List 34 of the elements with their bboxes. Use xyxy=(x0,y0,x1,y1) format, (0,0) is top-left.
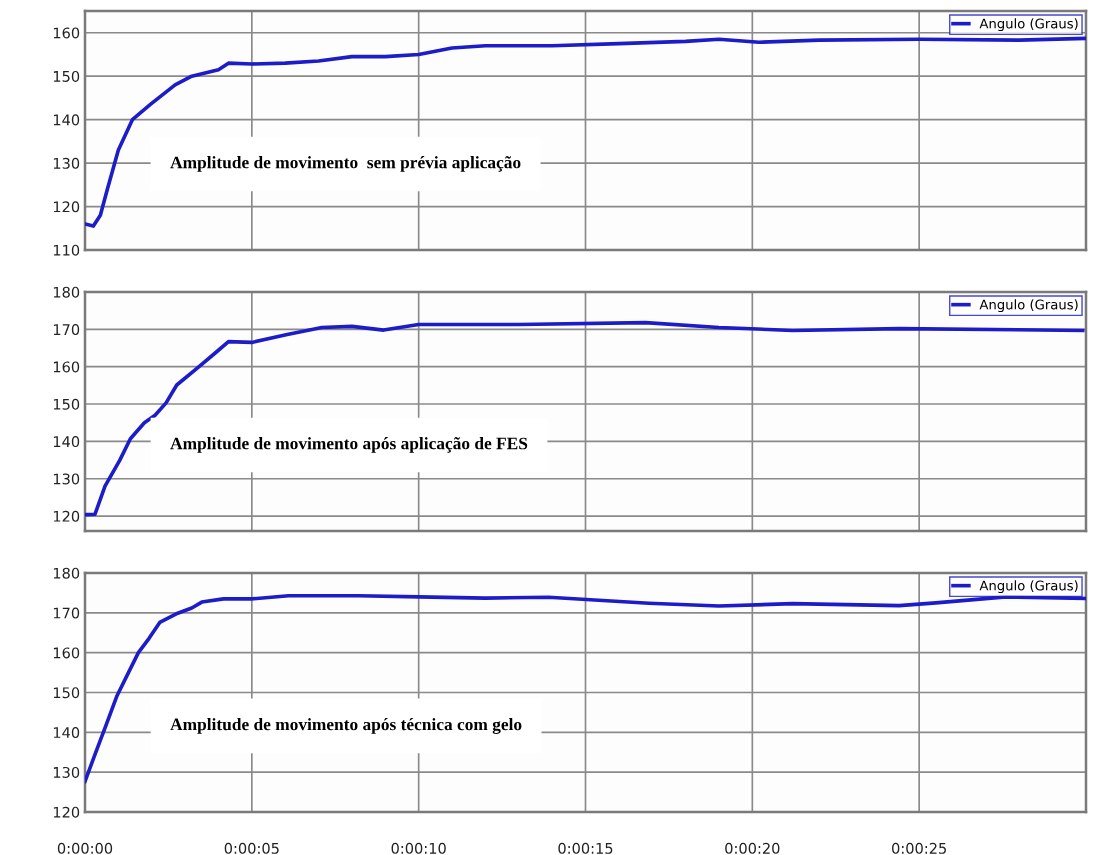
x-tick-label: 0:00:10 xyxy=(391,842,446,854)
y-tick-label: 130 xyxy=(53,766,80,778)
x-tick-label: 0:00:25 xyxy=(892,842,946,854)
y-tick-label: 180 xyxy=(53,567,80,579)
annotation: Amplitude de movimento após técnica com gelo xyxy=(170,718,522,734)
annotation: Amplitude de movimento após aplicação de FES xyxy=(170,437,528,453)
y-tick-label: 150 xyxy=(53,398,80,410)
x-tick-label: 0:00:20 xyxy=(725,842,780,854)
y-tick-label: 140 xyxy=(53,436,80,448)
y-tick-label: 130 xyxy=(53,473,80,485)
x-tick-label: 0:00:05 xyxy=(224,842,279,854)
line-series xyxy=(85,36,1086,228)
y-tick-label: 130 xyxy=(53,157,80,169)
y-tick-label: 160 xyxy=(53,361,80,373)
y-tick-label: 150 xyxy=(53,70,80,82)
y-tick-label: 110 xyxy=(53,244,80,256)
y-tick-label: 170 xyxy=(53,324,80,336)
y-tick-label: 120 xyxy=(53,806,80,818)
y-tick-label: 160 xyxy=(53,647,80,659)
y-tick-label: 150 xyxy=(53,687,80,699)
y-tick-label: 120 xyxy=(53,510,80,522)
legend-label: Angulo (Graus) xyxy=(979,580,1078,594)
y-tick-label: 160 xyxy=(53,27,80,39)
annotation: Amplitude de movimento sem prévia aplicação xyxy=(170,156,521,172)
y-tick-label: 180 xyxy=(53,286,80,298)
x-tick-label: 0:00:15 xyxy=(558,842,613,854)
y-tick-label: 140 xyxy=(53,727,80,739)
x-tick-label: 0:00:00 xyxy=(57,842,113,854)
line-series xyxy=(85,320,1085,517)
y-tick-label: 140 xyxy=(53,114,80,126)
legend-label: Angulo (Graus) xyxy=(979,299,1078,313)
y-tick-label: 170 xyxy=(53,607,80,619)
legend-label: Angulo (Graus) xyxy=(979,18,1078,32)
y-tick-label: 120 xyxy=(53,201,80,213)
